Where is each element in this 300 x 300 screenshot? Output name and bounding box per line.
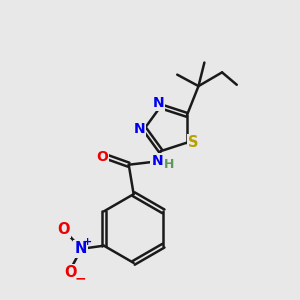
Text: N: N [74, 242, 86, 256]
Text: S: S [188, 135, 198, 150]
Text: H: H [164, 158, 174, 171]
Text: −: − [74, 272, 86, 285]
Text: N: N [152, 96, 164, 110]
Text: N: N [152, 154, 163, 168]
Text: O: O [96, 149, 108, 164]
Text: O: O [64, 265, 77, 280]
Text: O: O [58, 222, 70, 237]
Text: +: + [83, 237, 92, 248]
Text: N: N [134, 122, 145, 136]
